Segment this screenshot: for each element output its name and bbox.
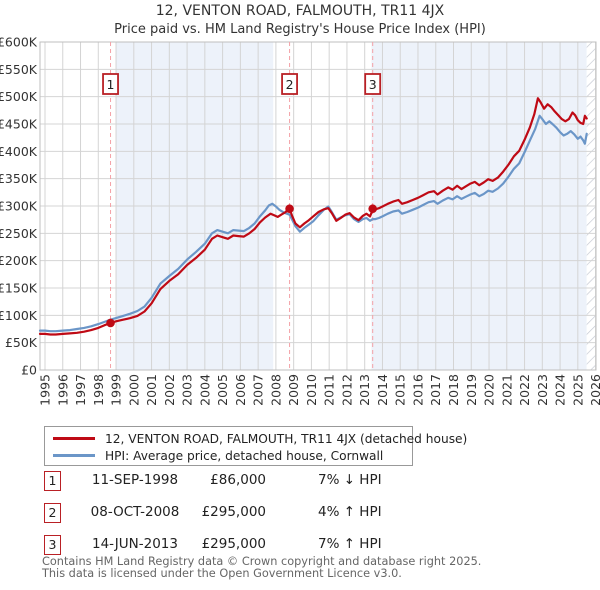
transaction-row-1: 1 11-SEP-1998 £86,000 7% ↓ HPI xyxy=(44,471,464,493)
transaction-2-price: £295,000 xyxy=(201,504,266,520)
x-axis-label: 2023 xyxy=(535,374,550,406)
transaction-2-hpi-change: 4% ↑ HPI xyxy=(318,504,382,520)
x-axis-label: 2018 xyxy=(446,374,461,406)
footer-line-2: This data is licensed under the Open Gov… xyxy=(42,566,402,580)
x-axis-label: 2022 xyxy=(517,374,532,406)
sale-marker-box xyxy=(364,73,382,95)
x-axis-label: 2020 xyxy=(482,374,497,406)
x-axis-label: 2000 xyxy=(126,374,141,406)
x-axis-label: 2019 xyxy=(464,374,479,406)
legend-item-property: 12, VENTON ROAD, FALMOUTH, TR11 4JX (det… xyxy=(53,430,467,447)
x-axis-label: 2004 xyxy=(197,374,212,406)
legend-item-hpi: HPI: Average price, detached house, Corn… xyxy=(53,447,412,464)
page-subtitle: Price paid vs. HM Land Registry's House … xyxy=(114,22,486,37)
y-axis-label: £350K xyxy=(0,171,38,186)
x-axis-label: 2024 xyxy=(553,374,568,406)
plot-border xyxy=(39,41,597,371)
x-axis-label: 1997 xyxy=(73,374,88,406)
sale-point xyxy=(368,204,377,214)
transaction-3-price: £295,000 xyxy=(201,536,266,552)
y-axis-label: £300K xyxy=(0,199,38,214)
x-axis-label: 2003 xyxy=(180,374,195,406)
x-axis-label: 2016 xyxy=(410,374,425,406)
y-axis-label: £100K xyxy=(0,308,38,323)
x-axis-label: 2015 xyxy=(393,374,408,406)
footer-line-1: Contains HM Land Registry data © Crown c… xyxy=(42,555,482,568)
x-axis-label: 2007 xyxy=(251,374,266,406)
y-axis-label: £200K xyxy=(0,253,38,268)
x-axis-label: 2014 xyxy=(375,374,390,406)
transaction-2-date: 08-OCT-2008 xyxy=(90,504,180,520)
x-axis-label: 2001 xyxy=(144,374,159,406)
sale-marker-box xyxy=(281,73,298,95)
y-axis-label: £250K xyxy=(0,226,38,241)
transaction-3-marker: 3 xyxy=(44,535,61,555)
x-axis-label: 2013 xyxy=(357,374,372,406)
license-footer: Contains HM Land Registry data © Crown c… xyxy=(42,556,582,579)
y-axis-label: £150K xyxy=(0,281,38,296)
x-axis-label: 2026 xyxy=(588,374,600,406)
y-axis-label: £500K xyxy=(0,89,38,104)
transaction-1-price: £86,000 xyxy=(210,472,266,488)
x-axis-label: 1996 xyxy=(55,374,70,406)
transaction-2-marker: 2 xyxy=(44,503,61,523)
x-axis-label: 2021 xyxy=(499,374,514,406)
transaction-3-date: 14-JUN-2013 xyxy=(92,536,178,552)
x-axis-label: 2011 xyxy=(322,374,337,406)
legend-label-hpi: HPI: Average price, detached house, Corn… xyxy=(105,448,384,463)
chart-legend: 12, VENTON ROAD, FALMOUTH, TR11 4JX (det… xyxy=(44,426,467,466)
x-axis-label: 2005 xyxy=(215,374,230,406)
hpi-average-line xyxy=(38,114,588,333)
sale-marker-box xyxy=(102,73,119,95)
sale-point xyxy=(285,204,294,214)
y-axis-label: £0 xyxy=(21,363,37,378)
transaction-row-3: 3 14-JUN-2013 £295,000 7% ↑ HPI xyxy=(44,535,464,557)
y-axis-label: £550K xyxy=(0,62,38,77)
x-axis-label: 2010 xyxy=(304,374,319,406)
x-axis-label: 1999 xyxy=(109,374,124,406)
property-line-swatch xyxy=(53,437,95,440)
page-title: 12, VENTON ROAD, FALMOUTH, TR11 4JX xyxy=(155,3,445,19)
x-axis-label: 2017 xyxy=(428,374,443,406)
property-price-line xyxy=(38,97,588,336)
x-axis-label: 1998 xyxy=(91,374,106,406)
y-axis-label: £450K xyxy=(0,117,38,132)
transaction-row-2: 2 08-OCT-2008 £295,000 4% ↑ HPI xyxy=(44,503,464,525)
transaction-3-hpi-change: 7% ↑ HPI xyxy=(318,536,382,552)
hpi-line-swatch xyxy=(53,454,95,457)
x-axis-label: 2006 xyxy=(233,374,248,406)
legend-label-property: 12, VENTON ROAD, FALMOUTH, TR11 4JX (det… xyxy=(105,431,468,446)
transaction-1-date: 11-SEP-1998 xyxy=(91,472,179,488)
transaction-1-marker: 1 xyxy=(44,471,61,491)
x-axis-label: 2009 xyxy=(286,374,301,406)
y-axis-label: £600K xyxy=(0,35,38,50)
price-history-chart: 1 2 3 £0 £50K £100K £150K £200K £250K £300K £350K £… xyxy=(0,35,600,406)
sale-point xyxy=(106,318,115,328)
x-axis-label: 2008 xyxy=(268,374,283,406)
x-axis-label: 1995 xyxy=(38,374,53,406)
x-axis-label: 2025 xyxy=(570,374,585,406)
sale-marker-number: 3 xyxy=(369,77,377,92)
sale-marker-number: 1 xyxy=(107,77,115,92)
transaction-1-hpi-change: 7% ↓ HPI xyxy=(318,472,382,488)
x-axis-label: 2002 xyxy=(162,374,177,406)
y-axis-label: £50K xyxy=(5,335,38,350)
x-axis-label: 2012 xyxy=(339,374,354,406)
sale-marker-number: 2 xyxy=(286,77,294,92)
y-axis-label: £400K xyxy=(0,144,38,159)
